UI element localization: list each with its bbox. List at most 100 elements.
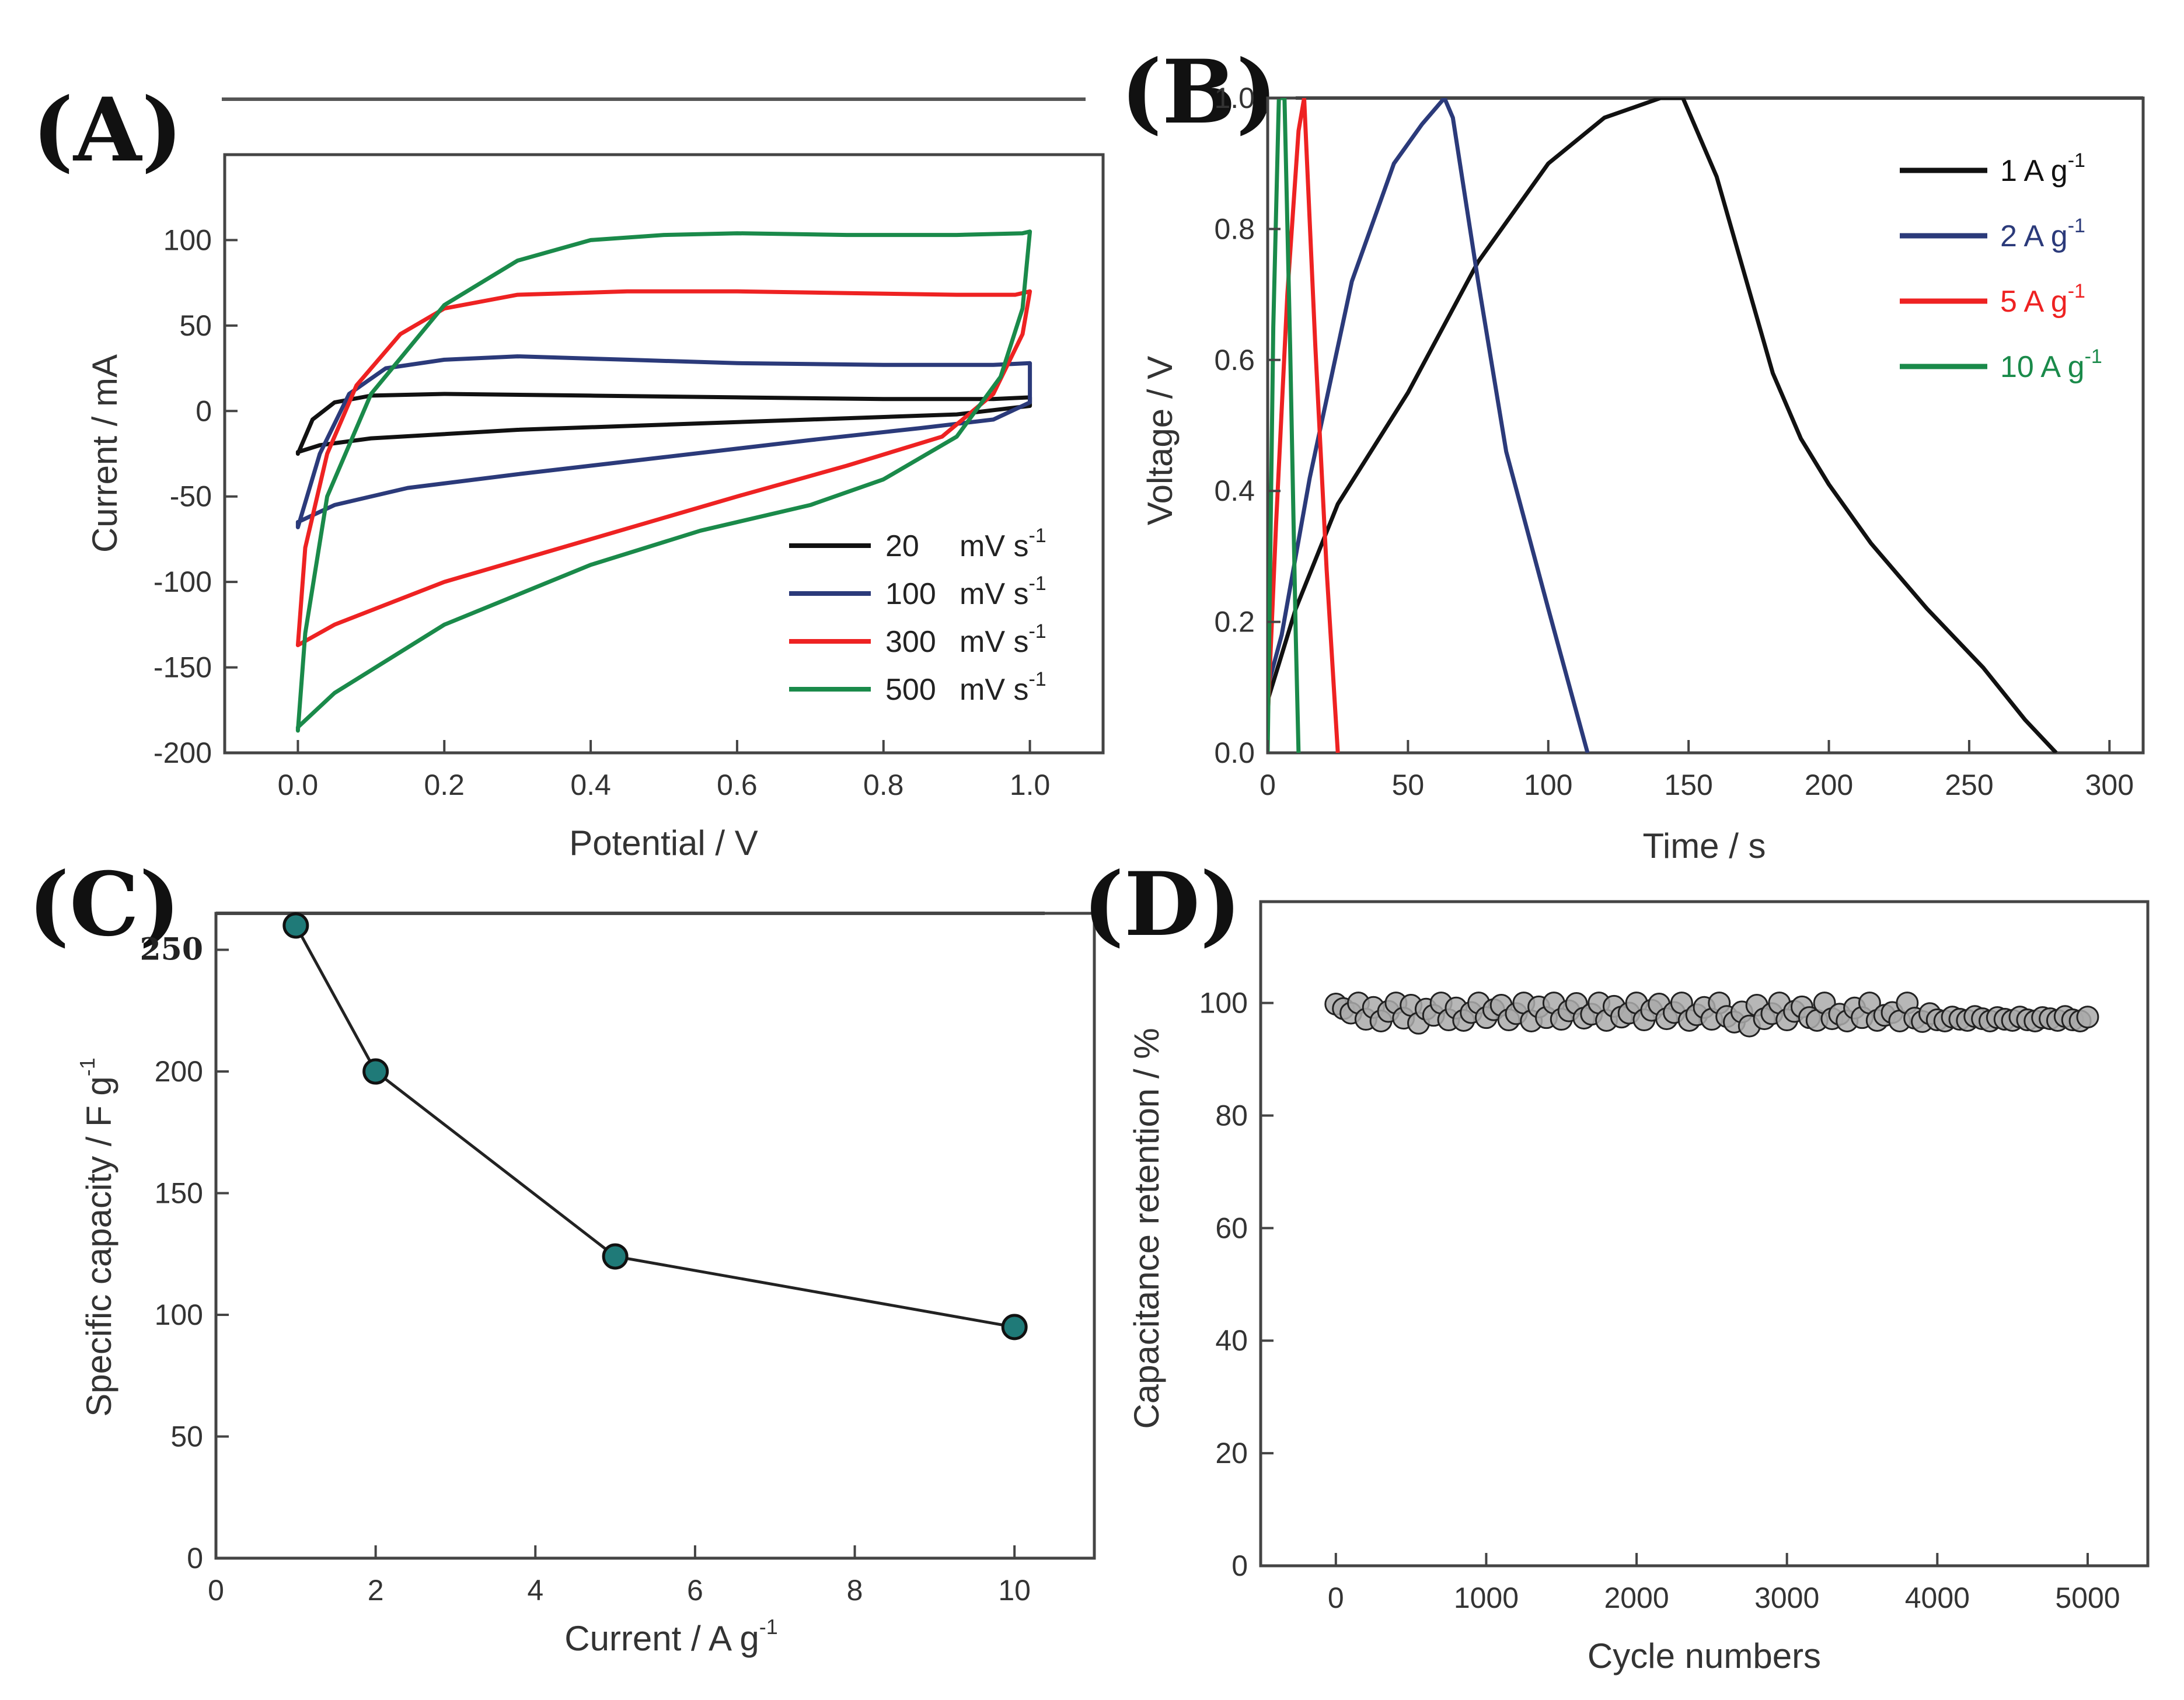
panel-a-x-tick-label: 1.0 — [1010, 769, 1051, 801]
panel-a-x-tick-label: 0.0 — [278, 769, 319, 801]
panel-b-y-tick-label: 0.0 — [1214, 736, 1255, 769]
panel-b: (B) 0 50 100 150 200 250 300 0.0 0.2 0.4 0.6 0.8 1.… — [1121, 41, 2145, 865]
panel-c-x-tick-label: 8 — [847, 1574, 863, 1607]
panel-b-legend-label-1: 1 A g-1 — [2000, 149, 2085, 188]
panel-c-y-ticks: 0 50 100 150 200 250 — [139, 932, 229, 1575]
panel-a-legend-unit-4: mV s-1 — [960, 668, 1046, 707]
panel-d-x-tick-label: 1000 — [1454, 1582, 1519, 1614]
panel-b-y-tick-label: 0.6 — [1214, 344, 1255, 376]
panel-a-legend-unit-sup-1: -1 — [1028, 525, 1046, 547]
panel-b-x-tick-label: 300 — [2085, 769, 2134, 801]
panel-b-x-tick-label: 150 — [1664, 769, 1712, 801]
panel-b-x-tick-label: 0 — [1260, 769, 1276, 801]
panel-a-y-tick-label: -50 — [170, 480, 212, 513]
panel-a-x-tick-label: 0.2 — [424, 769, 465, 801]
panel-a-legend-unit-2: mV s-1 — [960, 573, 1046, 611]
panel-b-legend-unit-4: A g — [2040, 350, 2084, 384]
panel-b-legend-unit-1: A g — [2024, 154, 2068, 188]
panel-c-y-axis-title-sup: -1 — [75, 1057, 99, 1076]
panel-b-legend-unit-2: A g — [2024, 219, 2068, 253]
panel-d-x-tick-label: 4000 — [1905, 1582, 1970, 1614]
panel-b-series-1-line — [1268, 98, 2058, 753]
panel-c-y-tick-label: 100 — [155, 1298, 203, 1331]
panel-a-series-3-line — [295, 289, 1032, 647]
panel-d-y-axis-title: Capacitance retention / % — [1127, 1028, 1166, 1429]
panel-c-x-tick-label: 0 — [208, 1574, 224, 1607]
panel-a-series-4-line — [295, 229, 1032, 733]
panel-d-x-axis-title: Cycle numbers — [1588, 1636, 1821, 1675]
panel-a-x-axis-title: Potential / V — [569, 823, 758, 863]
panel-c-y-axis-title: Specific capacity / F g-1 — [75, 1057, 118, 1417]
panel-a-plot-frame — [223, 153, 1105, 755]
panel-b-y-tick-label: 1.0 — [1214, 82, 1255, 114]
panel-a-y-tick-label: -150 — [153, 651, 212, 684]
panel-b-legend-value-2: 2 — [2000, 219, 2024, 253]
panel-b-x-tick-label: 250 — [1945, 769, 1993, 801]
panel-b-legend-value-3: 5 — [2000, 285, 2024, 319]
panel-a-legend-value-4: 500 — [885, 673, 936, 707]
panel-b-y-axis-title: Voltage / V — [1140, 356, 1180, 525]
panel-a-series-group — [295, 229, 1032, 733]
panel-c-series-line — [294, 924, 1015, 1329]
panel-a-x-tick-label: 0.8 — [863, 769, 904, 801]
panel-a: (A) 0.0 0.2 0.4 0.6 0.8 1.0 -200-150-100-5005… — [32, 79, 1105, 863]
panel-a-legend-value-2: 100 — [885, 577, 936, 611]
panel-b-series-group — [1268, 98, 2058, 753]
panel-b-legend-sup-2: -1 — [2068, 215, 2085, 237]
panel-d-y-tick-label: 60 — [1215, 1212, 1248, 1244]
panel-d-y-tick-label: 40 — [1215, 1324, 1248, 1357]
panel-d-y-tick-label: 0 — [1231, 1549, 1248, 1582]
panel-a-y-ticks: -200 -150 -100 -50 0 50 100 — [153, 224, 238, 769]
panel-b-legend-value-4: 10 — [2000, 350, 2040, 384]
panel-c-letter: (C) — [28, 853, 180, 956]
panel-a-legend-unit-text-1: mV s — [960, 529, 1028, 563]
panel-d-x-tick-label: 5000 — [2055, 1582, 2120, 1614]
panel-d: (D) 0 1000 2000 3000 4000 5000 0 20 40 60 80 100 C… — [1083, 853, 2150, 1675]
panel-c-y-tick-label: 0 — [187, 1542, 203, 1575]
panel-b-legend-label-2: 2 A g-1 — [2000, 215, 2085, 253]
panel-d-x-tick-label: 3000 — [1754, 1582, 1819, 1614]
panel-d-y-tick-label: 100 — [1199, 987, 1248, 1020]
panel-b-legend-label-3: 5 A g-1 — [2000, 280, 2085, 319]
panel-d-letter: (D) — [1083, 853, 1241, 956]
panel-c-x-tick-label: 10 — [998, 1574, 1031, 1607]
panel-a-y-tick-label: 0 — [196, 395, 212, 427]
panel-a-x-tick-label: 0.6 — [717, 769, 758, 801]
panel-c-x-ticks: 0 2 4 6 8 10 — [208, 1545, 1031, 1607]
panel-c-data-point — [602, 1243, 629, 1270]
panel-b-x-axis-title: Time / s — [1642, 826, 1766, 865]
panel-a-letter: (A) — [32, 79, 183, 181]
panel-c-x-tick-label: 6 — [687, 1574, 703, 1607]
panel-c-x-axis-title-text: Current / A g — [564, 1619, 759, 1658]
panel-d-y-tick-label: 20 — [1215, 1437, 1248, 1469]
panel-a-series-2-line — [295, 354, 1032, 529]
panel-d-x-ticks: 0 1000 2000 3000 4000 5000 — [1328, 1553, 2120, 1614]
panel-b-plot-frame — [1266, 96, 2145, 755]
panel-b-series-3-line — [1268, 98, 1340, 753]
panel-b-y-tick-label: 0.2 — [1214, 606, 1255, 638]
panel-c-series-group — [282, 912, 1028, 1341]
panel-c: (C) 0 2 4 6 8 10 0 50 100 150 200 250 Current / A … — [28, 853, 1096, 1658]
panel-a-y-tick-label: 50 — [179, 309, 212, 342]
panel-a-y-tick-label: 100 — [163, 224, 212, 256]
panel-c-data-point — [362, 1058, 389, 1085]
panel-c-y-axis-title-text: Specific capacity / F g — [79, 1076, 118, 1417]
panel-c-x-axis-title: Current / A g-1 — [564, 1615, 778, 1658]
panel-c-x-tick-label: 4 — [527, 1574, 543, 1607]
panel-a-legend-value-1: 20 — [885, 529, 919, 563]
panel-b-legend-sup-3: -1 — [2068, 280, 2085, 302]
panel-a-legend-unit-text-3: mV s — [960, 625, 1028, 659]
panel-d-y-tick-label: 80 — [1215, 1099, 1248, 1132]
panel-b-series-4-line — [1268, 98, 1301, 753]
panel-a-legend-unit-sup-3: -1 — [1028, 620, 1046, 643]
panel-b-legend-value-1: 1 — [2000, 154, 2024, 188]
panel-b-x-ticks: 0 50 100 150 200 250 300 — [1260, 740, 2134, 801]
panel-a-legend-unit-sup-4: -1 — [1028, 668, 1046, 690]
panel-c-y-tick-label: 250 — [139, 932, 203, 968]
panel-c-y-tick-label: 150 — [155, 1177, 203, 1210]
panel-b-y-ticks: 0.0 0.2 0.4 0.6 0.8 1.0 — [1214, 82, 1281, 769]
panel-b-legend-sup-1: -1 — [2068, 149, 2085, 172]
panel-b-x-tick-label: 200 — [1805, 769, 1853, 801]
panel-b-x-tick-label: 100 — [1524, 769, 1572, 801]
